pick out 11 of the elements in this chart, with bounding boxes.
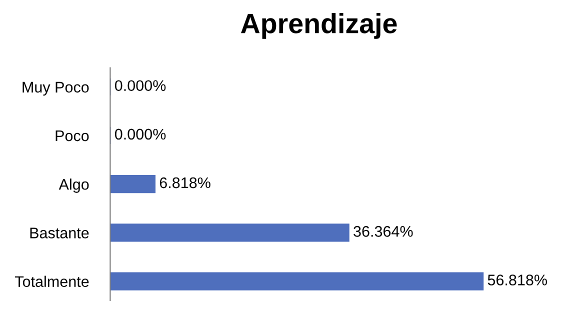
y-tick-label: Bastante [30, 228, 89, 238]
chart-title: Aprendizaje [240, 12, 397, 39]
data-label: 36.364% [354, 226, 413, 237]
data-label: 0.000% [114, 80, 166, 92]
y-tick-label: Algo [58, 178, 89, 193]
y-tick-label: Poco [56, 130, 89, 142]
data-label: 0.000% [114, 128, 166, 140]
data-label: 6.818% [160, 177, 210, 188]
data-label: 56.818% [488, 274, 547, 286]
y-tick-label: Muy Poco [22, 82, 89, 96]
y-tick-label: Totalmente [14, 276, 89, 287]
